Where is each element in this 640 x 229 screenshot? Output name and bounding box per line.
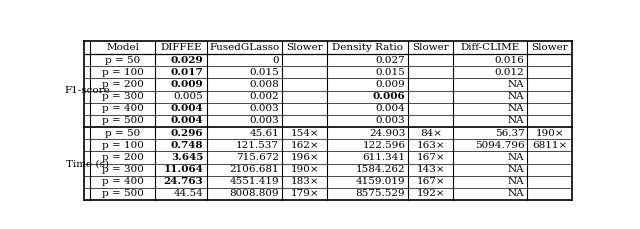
Text: 0.004: 0.004 xyxy=(171,104,204,113)
Text: 0: 0 xyxy=(273,56,279,65)
Text: 122.596: 122.596 xyxy=(362,141,405,150)
Text: Diff-CLIME: Diff-CLIME xyxy=(461,43,520,52)
Text: Time (s): Time (s) xyxy=(65,159,109,168)
Text: 0.016: 0.016 xyxy=(495,56,524,65)
Text: FusedGLasso: FusedGLasso xyxy=(209,43,280,52)
Text: 0.005: 0.005 xyxy=(173,92,204,101)
Text: 11.064: 11.064 xyxy=(164,165,204,174)
Text: 179×: 179× xyxy=(291,189,319,199)
Text: NA: NA xyxy=(508,165,524,174)
Text: 183×: 183× xyxy=(291,177,319,186)
Text: 0.748: 0.748 xyxy=(171,141,204,150)
Text: p = 200: p = 200 xyxy=(102,80,144,89)
Text: 0.009: 0.009 xyxy=(171,80,204,89)
Text: 190×: 190× xyxy=(291,165,319,174)
Text: NA: NA xyxy=(508,80,524,89)
Text: 44.54: 44.54 xyxy=(173,189,204,199)
Text: 0.004: 0.004 xyxy=(171,117,204,125)
Text: 84×: 84× xyxy=(420,129,442,138)
Text: 4159.019: 4159.019 xyxy=(356,177,405,186)
Text: 0.008: 0.008 xyxy=(250,80,279,89)
Text: Model: Model xyxy=(106,43,140,52)
Text: p = 50: p = 50 xyxy=(105,56,141,65)
Text: DIFFEE: DIFFEE xyxy=(160,43,202,52)
Text: 121.537: 121.537 xyxy=(236,141,279,150)
Text: 0.017: 0.017 xyxy=(171,68,204,77)
Text: Density Ratio: Density Ratio xyxy=(332,43,403,52)
Text: 715.672: 715.672 xyxy=(236,153,279,162)
Text: 8575.529: 8575.529 xyxy=(356,189,405,199)
Text: 0.296: 0.296 xyxy=(171,129,204,138)
Text: 0.029: 0.029 xyxy=(171,56,204,65)
Text: 56.37: 56.37 xyxy=(495,129,524,138)
Text: 167×: 167× xyxy=(417,177,445,186)
Text: 143×: 143× xyxy=(417,165,445,174)
Text: 45.61: 45.61 xyxy=(250,129,279,138)
Text: NA: NA xyxy=(508,117,524,125)
Text: 6811×: 6811× xyxy=(532,141,568,150)
Text: 0.027: 0.027 xyxy=(376,56,405,65)
Text: p = 50: p = 50 xyxy=(105,129,141,138)
Text: p = 500: p = 500 xyxy=(102,189,144,199)
Text: 4551.419: 4551.419 xyxy=(230,177,279,186)
Text: Slower: Slower xyxy=(412,43,449,52)
Text: 190×: 190× xyxy=(536,129,564,138)
Text: p = 200: p = 200 xyxy=(102,153,144,162)
Text: 162×: 162× xyxy=(291,141,319,150)
Text: 0.012: 0.012 xyxy=(495,68,524,77)
Text: 167×: 167× xyxy=(417,153,445,162)
Text: 5094.796: 5094.796 xyxy=(475,141,524,150)
Text: 0.002: 0.002 xyxy=(250,92,279,101)
Text: 3.645: 3.645 xyxy=(171,153,204,162)
Text: p = 100: p = 100 xyxy=(102,68,144,77)
Text: Slower: Slower xyxy=(286,43,323,52)
Text: 1584.262: 1584.262 xyxy=(356,165,405,174)
Text: 0.015: 0.015 xyxy=(376,68,405,77)
Text: 0.015: 0.015 xyxy=(250,68,279,77)
Text: p = 500: p = 500 xyxy=(102,117,144,125)
Text: 154×: 154× xyxy=(291,129,319,138)
Text: 196×: 196× xyxy=(291,153,319,162)
Text: NA: NA xyxy=(508,104,524,113)
Text: 2106.681: 2106.681 xyxy=(230,165,279,174)
Text: 0.004: 0.004 xyxy=(376,104,405,113)
Text: NA: NA xyxy=(508,177,524,186)
Text: NA: NA xyxy=(508,189,524,199)
Text: p = 300: p = 300 xyxy=(102,165,144,174)
Text: 0.006: 0.006 xyxy=(372,92,405,101)
Text: 192×: 192× xyxy=(417,189,445,199)
Text: 8008.809: 8008.809 xyxy=(230,189,279,199)
Text: 163×: 163× xyxy=(417,141,445,150)
Text: Slower: Slower xyxy=(531,43,568,52)
Text: p = 300: p = 300 xyxy=(102,92,144,101)
Text: 0.009: 0.009 xyxy=(376,80,405,89)
Text: 0.003: 0.003 xyxy=(250,117,279,125)
Text: p = 400: p = 400 xyxy=(102,177,144,186)
Text: p = 100: p = 100 xyxy=(102,141,144,150)
Text: NA: NA xyxy=(508,92,524,101)
Text: 24.763: 24.763 xyxy=(164,177,204,186)
Text: 0.003: 0.003 xyxy=(250,104,279,113)
Text: p = 400: p = 400 xyxy=(102,104,144,113)
Text: 611.341: 611.341 xyxy=(362,153,405,162)
Text: 24.903: 24.903 xyxy=(369,129,405,138)
Text: F1-score: F1-score xyxy=(64,86,110,95)
Text: NA: NA xyxy=(508,153,524,162)
Text: 0.003: 0.003 xyxy=(376,117,405,125)
